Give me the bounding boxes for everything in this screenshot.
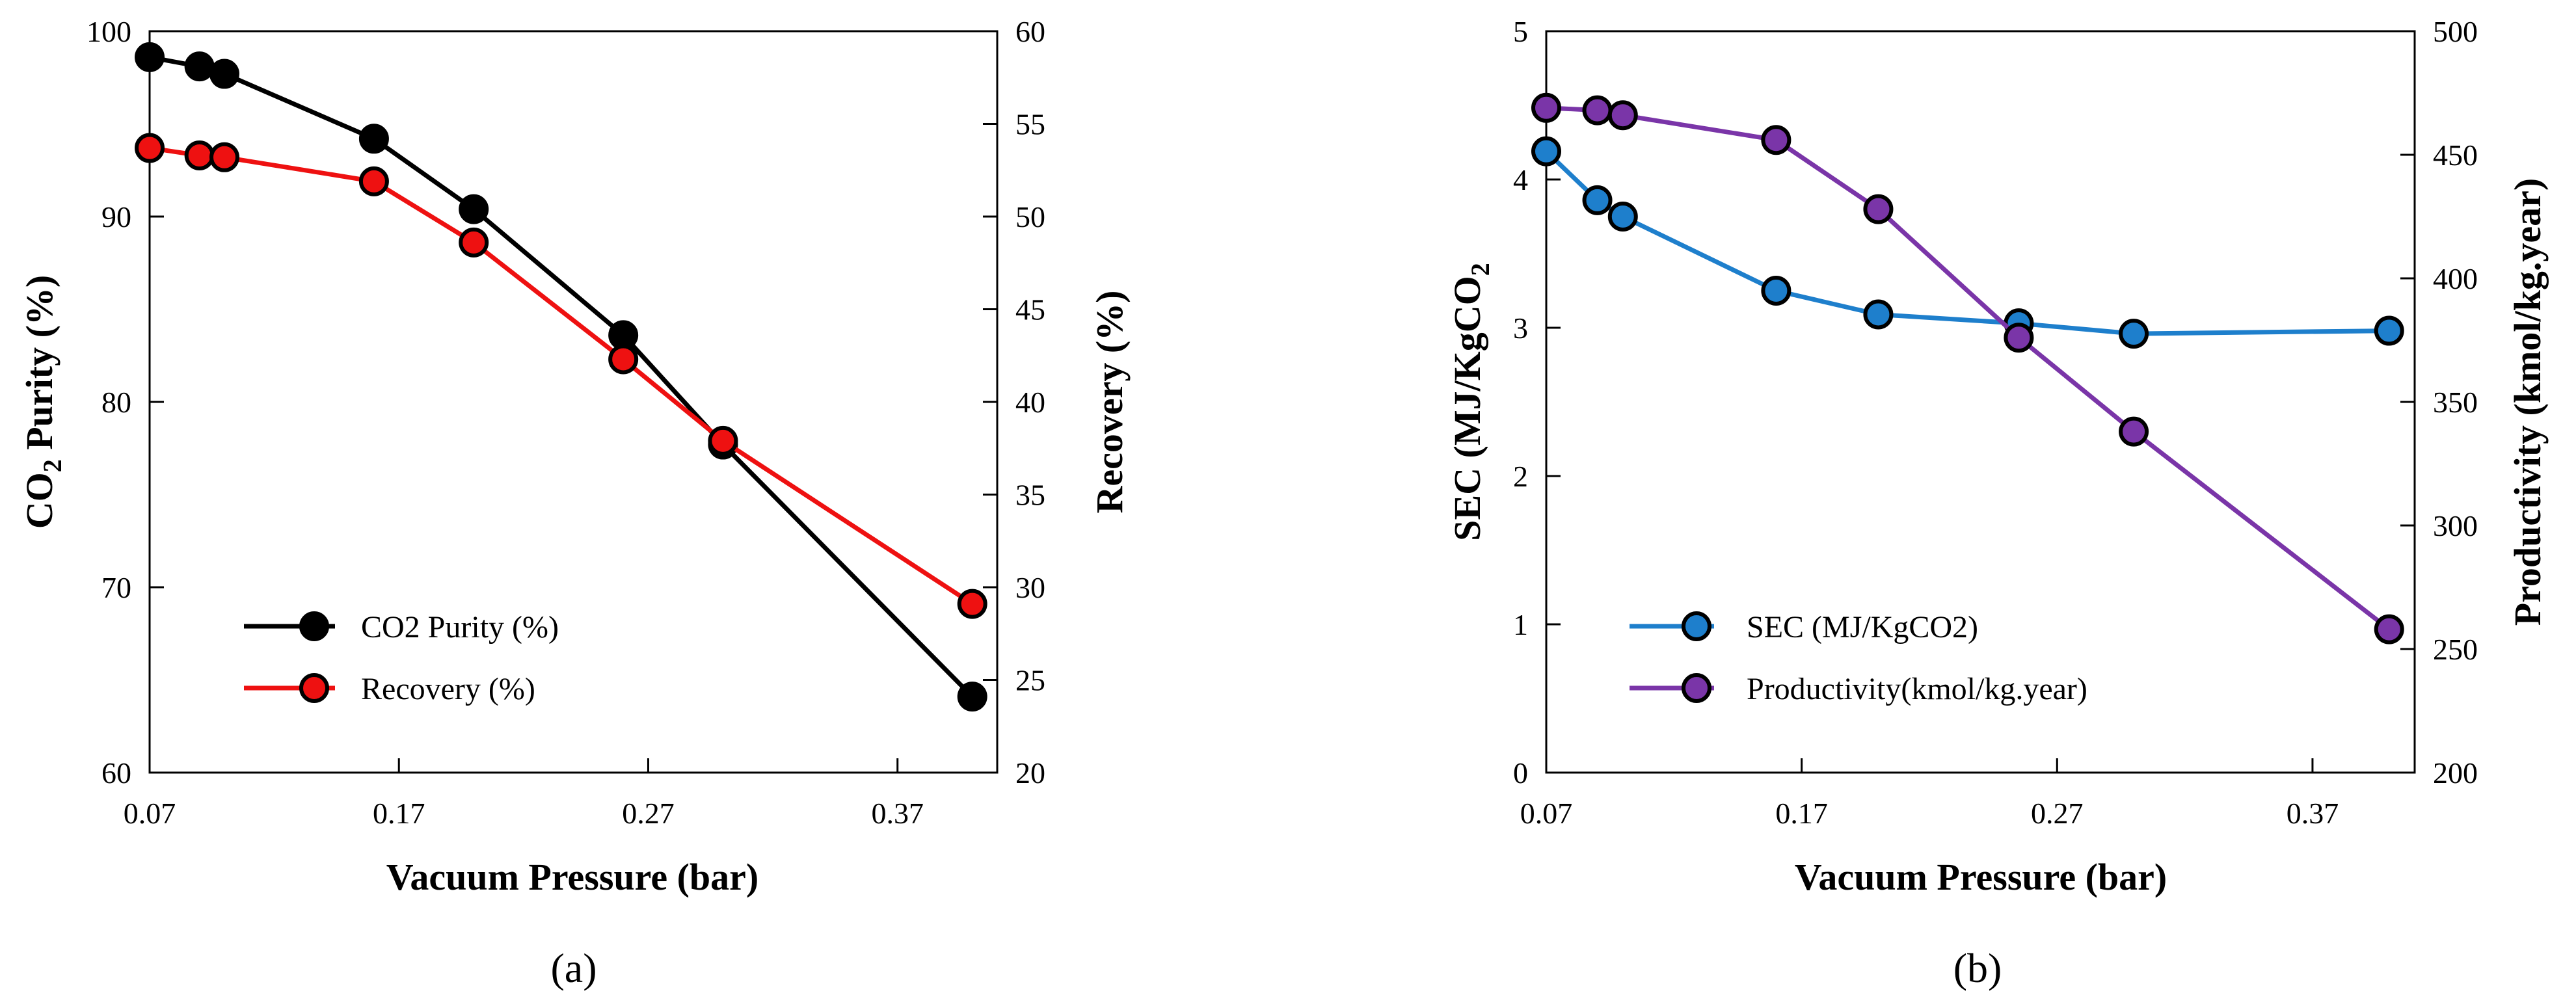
data-point [459,227,489,258]
data-point [1607,100,1638,131]
chart-panel-1: 0.07 0.17 0.27 0.37 0 1 2 3 4 5 200 250 300 350 400 450… [1446,15,2549,991]
y2-tick-label: 350 [2433,386,2478,419]
data-point [184,51,215,82]
legend-marker [1682,611,1711,641]
data-point [957,682,987,712]
y-tick-label: 5 [1513,15,1528,48]
y2-tick-label: 50 [1015,200,1045,233]
y2-tick-label: 200 [2433,756,2478,789]
x-tick-label: 0.07 [1520,797,1573,830]
y2-tick-label: 300 [2433,509,2478,542]
y2-tick-label: 30 [1015,571,1045,604]
data-point [1531,92,1561,123]
y2-axis-title: Recovery (%) [1088,291,1131,514]
x-tick-label: 0.27 [622,797,675,830]
y2-tick-label: 400 [2433,262,2478,295]
legend-marker [299,673,329,703]
data-point [358,124,389,154]
x-axis-title: Vacuum Pressure (bar) [386,856,758,898]
y-axis-title-subscript: 2 [38,459,67,472]
y2-tick-label: 55 [1015,108,1045,141]
legend-label: CO2 Purity (%) [361,610,559,644]
y-tick-label: 3 [1513,312,1528,345]
series-line-0 [149,55,974,698]
legend-label: Recovery (%) [361,672,535,706]
x-axis-title: Vacuum Pressure (bar) [1795,856,2167,898]
plot-frame [1545,30,2416,774]
y-axis-title: SEC (MJ/KgCO2 [1446,263,1495,541]
y-tick-label: 2 [1513,460,1528,493]
chart-panel-0: 0.07 0.17 0.27 0.37 60 70 80 90 100 20 25 30 35 40 45 5… [18,15,1131,991]
panel-label: (b) [1953,945,2002,991]
y-tick-label: 70 [101,571,131,604]
data-point [2004,323,2034,353]
data-point [2374,614,2404,644]
y-tick-label: 4 [1513,163,1528,196]
y2-tick-label: 500 [2433,15,2478,48]
y-axis-title-main: CO [18,472,60,529]
data-point [1863,194,1894,224]
x-tick-label: 0.17 [1775,797,1828,830]
y-tick-label: 100 [87,15,131,48]
legend-marker [1682,673,1711,703]
y-tick-label: 0 [1513,756,1528,789]
x-tick-label: 0.07 [124,797,176,830]
data-point [209,142,239,172]
y-tick-label: 60 [101,756,131,789]
data-point [1607,202,1638,232]
legend-label: Productivity(kmol/kg.year) [1747,672,2087,706]
y2-tick-label: 40 [1015,386,1045,419]
y2-tick-label: 60 [1015,15,1045,48]
series-line-0 [1544,150,2389,336]
data-point [1761,276,1791,306]
panel-label: (a) [550,945,597,991]
x-tick-label: 0.37 [2287,797,2339,830]
plot-frame [148,30,999,774]
data-point [1582,185,1613,215]
y-axis-title-main: SEC (MJ/KgCO [1446,276,1488,541]
data-point [459,194,489,224]
x-tick-label: 0.37 [871,797,924,830]
data-point [2374,315,2404,346]
data-point [2119,319,2149,349]
series-line-1 [149,146,974,606]
series-line-1 [1546,105,2391,631]
y2-tick-label: 20 [1015,756,1045,789]
data-point [708,425,738,456]
data-point [358,166,389,196]
data-point [608,344,639,375]
y-tick-label: 80 [101,386,131,419]
legend-marker [299,611,329,641]
y-axis-title-subscript: 2 [1466,263,1495,276]
y-axis-title-rest: Purity (%) [18,275,60,460]
y2-tick-label: 45 [1015,293,1045,326]
data-point [1531,136,1561,166]
data-point [209,59,239,89]
data-point [135,42,165,72]
y2-axis-title: Productivity (kmol/kg.year) [2506,178,2549,626]
data-point [1761,125,1791,155]
data-point [135,133,165,163]
y2-tick-label: 450 [2433,139,2478,172]
y-tick-label: 90 [101,200,131,233]
data-point [608,320,639,351]
data-point [184,140,215,170]
x-tick-label: 0.27 [2031,797,2084,830]
y2-tick-label: 25 [1015,664,1045,697]
y2-tick-label: 35 [1015,479,1045,512]
legend-label: SEC (MJ/KgCO2) [1747,610,1978,644]
data-point [1863,299,1894,330]
data-point [2119,416,2149,447]
data-point [957,589,987,619]
y-axis-title: CO2 Purity (%) [18,275,67,529]
x-tick-label: 0.17 [373,797,425,830]
y-tick-label: 1 [1513,608,1528,641]
y2-tick-label: 250 [2433,633,2478,666]
data-point [1582,95,1613,126]
